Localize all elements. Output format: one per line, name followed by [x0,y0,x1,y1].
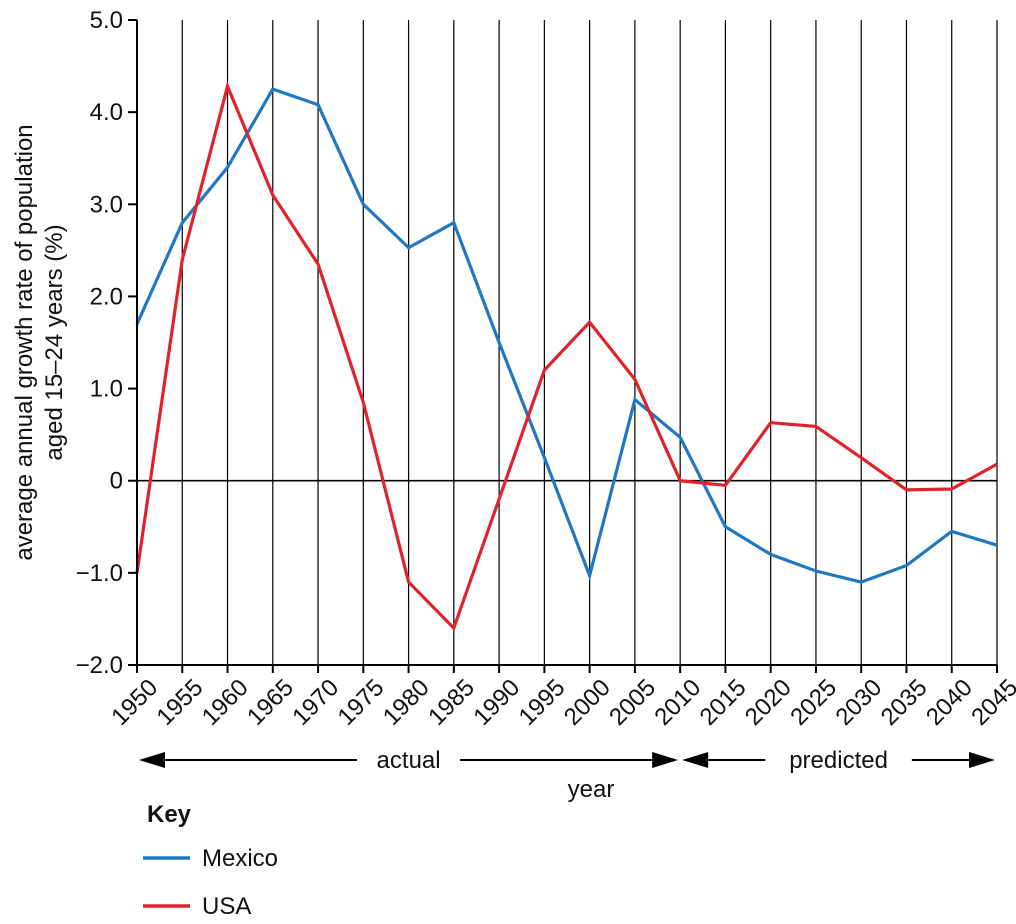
legend-items: Mexico USA [143,845,278,920]
arrow-head [682,752,709,768]
vertical-grid [136,20,998,665]
x-tick-label: 2030 [830,674,887,731]
series-lines [135,81,998,632]
x-tick-label: 2025 [785,674,842,731]
x-tick-label: 1965 [242,674,299,731]
legend: Key Mexico USA [143,801,278,920]
legend-label-mexico: Mexico [202,845,278,872]
x-tick-label: 2000 [559,674,616,731]
axes [128,19,998,673]
y-tick-label: 2.0 [90,283,123,310]
range-label-predicted: predicted [789,747,888,774]
y-tick-label: 4.0 [90,99,123,126]
x-tick-label: 1970 [287,674,344,731]
y-tick-label: 0 [110,468,123,495]
x-tick-labels: 1950195519601965197019751980198519901995… [106,674,1016,731]
period-ranges: actual predicted [139,747,995,774]
x-tick-label: 1985 [423,674,480,731]
range-label-actual: actual [377,747,441,774]
x-tick-label: 2010 [649,674,706,731]
y-tick-labels: −2.0 −1.0 0 1.0 2.0 3.0 4.0 5.0 [76,7,123,679]
x-tick-label: 1980 [378,674,435,731]
x-tick-label: 2005 [604,674,661,731]
y-tick-label: 5.0 [90,7,123,34]
legend-title: Key [147,801,192,828]
x-tick-label: 2015 [695,674,752,731]
x-tick-label: 2045 [966,674,1016,731]
series-line-mexico [135,87,998,584]
x-tick-label: 1975 [333,674,390,731]
arrow-head [969,752,995,768]
x-tick-label: 2035 [876,674,933,731]
y-tick-label: −2.0 [76,652,123,679]
x-tick-label: 2040 [921,674,978,731]
x-tick-label: 1950 [106,674,163,731]
x-tick-label: 2020 [740,674,797,731]
series-line-usa [135,81,998,632]
y-tick-label: 1.0 [90,376,123,403]
x-tick-label: 1960 [197,674,254,731]
legend-label-usa: USA [202,893,251,920]
x-axis-title: year [568,776,615,803]
y-axis-title-line1: average annual growth rate of population [11,124,38,560]
arrow-head [139,752,165,768]
y-axis-title-line2: aged 15–24 years (%) [41,224,68,460]
x-tick-label: 1995 [514,674,571,731]
y-tick-label: −1.0 [76,560,123,587]
y-tick-label: 3.0 [90,191,123,218]
x-tick-label: 1990 [468,674,525,731]
x-tick-label: 1955 [152,674,209,731]
arrow-head [652,752,679,768]
